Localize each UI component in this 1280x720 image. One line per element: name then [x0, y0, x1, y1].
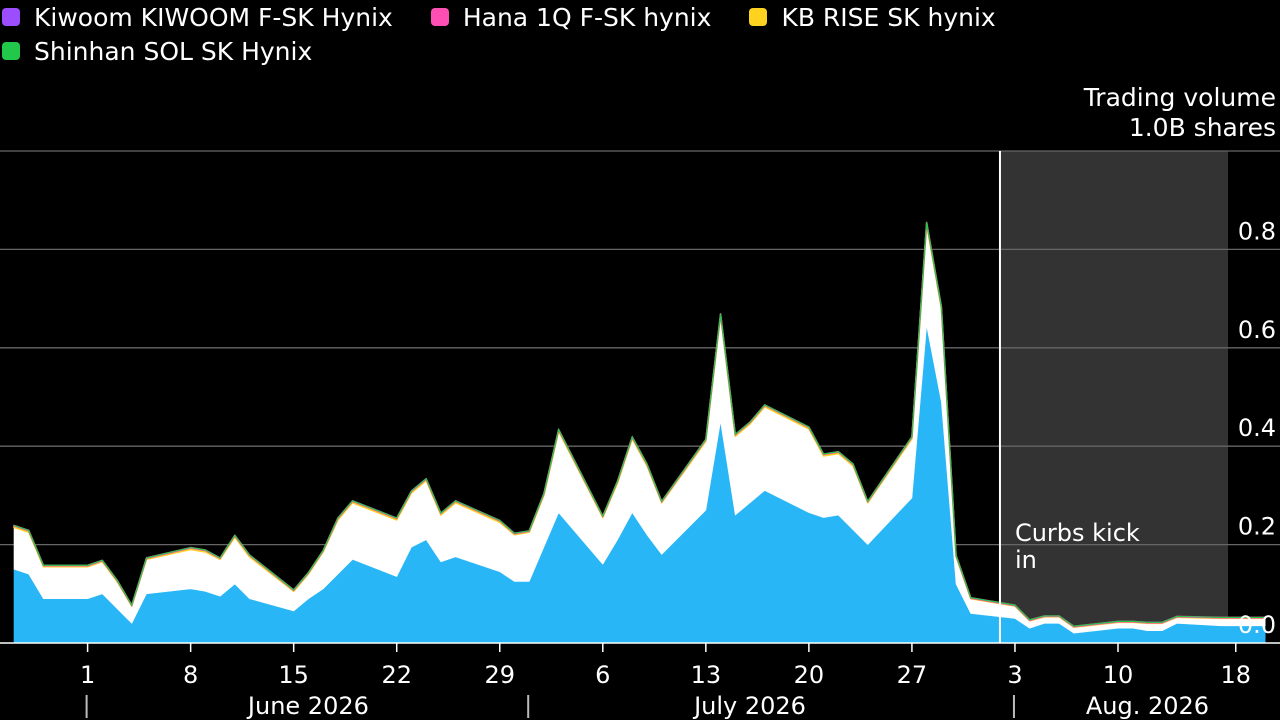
- legend-swatch-shinhan: [2, 42, 20, 60]
- legend-item-hana[interactable]: Hana 1Q F-SK hynix: [430, 2, 712, 32]
- x-tick-label: 18: [1220, 661, 1251, 689]
- x-tick-label: 22: [381, 661, 412, 689]
- x-tick-label: 10: [1103, 661, 1134, 689]
- y-tick-label: 0.2: [1238, 513, 1276, 541]
- y-axis-unit-line2: 1.0B shares: [1128, 113, 1276, 142]
- x-tick-label: 1: [80, 661, 95, 689]
- legend-label-hana: Hana 1Q F-SK hynix: [462, 2, 712, 32]
- y-tick-label: 0.8: [1238, 217, 1276, 245]
- x-tick-label: 15: [278, 661, 309, 689]
- highlight-band: [999, 151, 1228, 643]
- chart-legend: Kiwoom KIWOOM F-SK Hynix Hana 1Q F-SK hy…: [2, 2, 1062, 66]
- legend-label-kb: KB RISE SK hynix: [781, 2, 996, 32]
- x-tick-label: 3: [1007, 661, 1022, 689]
- month-label: July 2026: [692, 692, 806, 720]
- x-tick-label: 6: [595, 661, 610, 689]
- legend-swatch-kb: [749, 8, 768, 26]
- legend-swatch-kiwoom: [2, 8, 20, 26]
- legend-item-kiwoom[interactable]: Kiwoom KIWOOM F-SK Hynix: [2, 2, 393, 32]
- legend-label-kiwoom: Kiwoom KIWOOM F-SK Hynix: [34, 2, 393, 32]
- legend-item-shinhan[interactable]: Shinhan SOL SK Hynix: [2, 36, 312, 66]
- annotation-line1: Curbs kick: [1015, 519, 1140, 547]
- annotation-curbs-kick-in: Curbs kick in: [1015, 519, 1140, 574]
- y-axis-unit-line1: Trading volume: [1083, 83, 1276, 112]
- month-label: June 2026: [246, 692, 369, 720]
- y-axis-unit-label: Trading volume 1.0B shares: [1084, 83, 1276, 143]
- y-tick-label: 0.4: [1238, 414, 1276, 442]
- y-tick-label: 0.6: [1238, 316, 1276, 344]
- x-tick-label: 29: [484, 661, 515, 689]
- annotation-line2: in: [1015, 546, 1037, 574]
- x-tick-label: 13: [691, 661, 722, 689]
- x-tick-label: 20: [794, 661, 825, 689]
- x-tick-label: 8: [183, 661, 198, 689]
- x-tick-label: 27: [897, 661, 928, 689]
- month-label: Aug. 2026: [1086, 692, 1209, 720]
- legend-swatch-hana: [430, 8, 449, 26]
- area-top-outline: [13, 222, 1266, 627]
- legend-item-kb[interactable]: KB RISE SK hynix: [749, 2, 996, 32]
- legend-label-shinhan: Shinhan SOL SK Hynix: [34, 36, 313, 66]
- y-tick-label: 0.0: [1238, 611, 1276, 639]
